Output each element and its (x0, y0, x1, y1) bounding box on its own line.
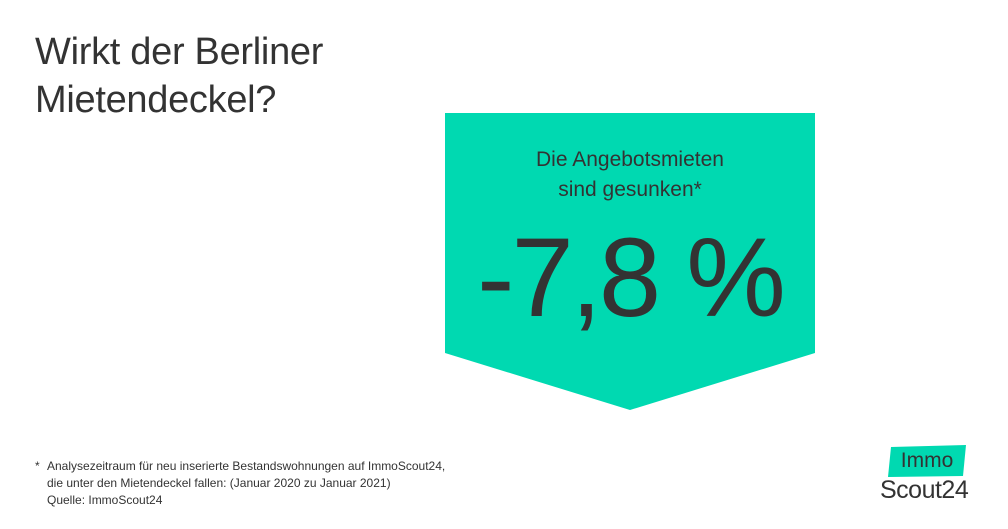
rent-change-badge: Die Angebotsmieten sind gesunken* -7,8 % (445, 113, 815, 410)
badge-subtitle-line-2: sind gesunken* (558, 178, 702, 201)
footnote-marker: * (35, 459, 40, 473)
logo-immo-box: Immo (888, 445, 966, 477)
immoscout24-logo: Immo Scout24 (880, 445, 990, 507)
footnote-line-1: Analysezeitraum für neu inserierte Besta… (47, 459, 446, 473)
badge-subtitle: Die Angebotsmieten sind gesunken* (445, 145, 815, 205)
badge-value: -7,8 % (477, 215, 786, 340)
headline-line-1: Wirkt der Berliner (35, 31, 324, 73)
badge-subtitle-line-1: Die Angebotsmieten (536, 148, 724, 171)
logo-scout24-text: Scout24 (880, 476, 969, 504)
logo-box-shape (888, 445, 966, 477)
headline: Wirkt der Berliner Mietendeckel? (35, 28, 323, 124)
footnote-line-2: die unter den Mietendeckel fallen: (Janu… (47, 476, 391, 490)
footnote-source: Quelle: ImmoScout24 (47, 493, 163, 507)
logo-immo-text: Immo (900, 449, 954, 472)
headline-line-2: Mietendeckel? (35, 79, 277, 121)
badge-shape (445, 113, 815, 410)
footnote: * Analysezeitraum für neu inserierte Bes… (35, 458, 445, 509)
